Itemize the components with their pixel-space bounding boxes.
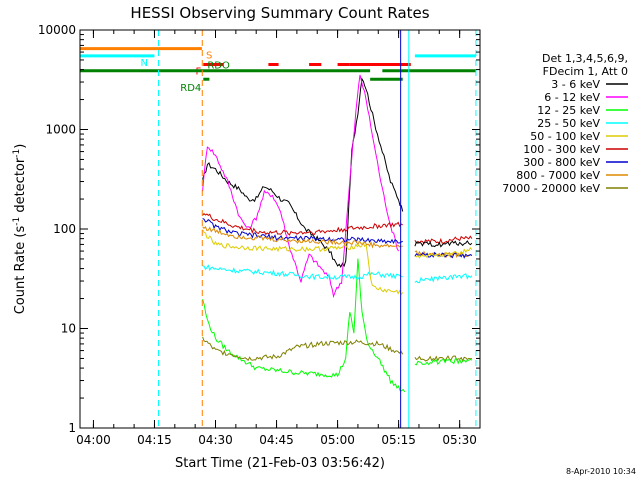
legend-entry-label: 100 - 300 keV — [523, 143, 600, 156]
series-layer — [202, 74, 473, 393]
series-line-post-gap — [414, 357, 473, 366]
x-tick-label: 04:30 — [198, 433, 233, 447]
series-line — [202, 213, 403, 236]
series-line-post-gap — [414, 247, 473, 259]
legend-entry-label: 3 - 6 keV — [551, 78, 600, 91]
footer-date: 8-Apr-2010 10:34 — [566, 467, 636, 476]
x-tick-label: 05:30 — [442, 433, 477, 447]
legend-entry-label: 50 - 100 keV — [530, 130, 600, 143]
y-tick-label: 1000 — [45, 123, 76, 137]
y-axis-label-sup-2: -1 — [12, 149, 22, 158]
x-axis-label: Start Time (21-Feb-03 03:56:42) — [175, 456, 385, 471]
y-tick-label: 100 — [53, 222, 76, 236]
legend-entry-label: 800 - 7000 keV — [516, 169, 600, 182]
x-tick-label: 04:00 — [76, 433, 111, 447]
x-tick-label: 05:15 — [381, 433, 416, 447]
legend-entry-label: 25 - 50 keV — [537, 117, 600, 130]
legend: Det 1,3,4,5,6,9,FDecim 1, Att 03 - 6 keV… — [502, 52, 628, 195]
legend-entry-label: 300 - 800 keV — [523, 156, 600, 169]
flag-bar-label: S — [206, 51, 212, 62]
series-line — [202, 264, 403, 281]
flag-bar-label: RDO — [207, 61, 230, 72]
series-line-post-gap — [414, 251, 473, 259]
legend-entry-label: 7000 - 20000 keV — [502, 182, 600, 195]
series-line — [202, 218, 403, 245]
y-tick-label: 10 — [61, 322, 76, 336]
series-line-post-gap — [414, 273, 473, 284]
y-axis-label-sup: -1 — [12, 217, 22, 226]
legend-entry-label: 12 - 25 keV — [537, 104, 600, 117]
flag-bar-label: N — [140, 58, 147, 69]
legend-header-line: Det 1,3,4,5,6,9, — [542, 52, 628, 65]
chart-title: HESSI Observing Summary Count Rates — [130, 4, 429, 22]
axes-layer: 1 10 100 1000 10000 04:00 04:15 04:30 04:45 05:00… — [38, 23, 480, 447]
series-line — [202, 74, 400, 299]
series-line-post-gap — [414, 240, 473, 248]
y-axis-label-end: ) — [13, 144, 28, 149]
flag-bars-layer: SNFRDORD4 — [80, 47, 476, 94]
series-line — [202, 77, 404, 268]
series-line — [202, 226, 403, 249]
series-line-post-gap — [414, 355, 472, 362]
vertical-markers-layer — [79, 30, 477, 428]
y-tick-label: 10000 — [38, 23, 76, 37]
legend-header-line: FDecim 1, Att 0 — [543, 65, 628, 78]
series-line — [202, 336, 404, 362]
legend-entry-label: 6 - 12 keV — [544, 91, 600, 104]
x-tick-label: 05:00 — [320, 433, 355, 447]
x-tick-label: 04:15 — [137, 433, 172, 447]
series-line — [202, 258, 406, 393]
y-tick-label: 1 — [68, 421, 76, 435]
y-axis-label-mid: detector — [13, 157, 28, 217]
y-axis-label-main: Count Rate (s — [13, 226, 28, 315]
series-line-post-gap — [414, 235, 473, 245]
y-axis-label: Count Rate (s-1 detector-1) — [12, 144, 28, 315]
x-tick-label: 04:45 — [259, 433, 294, 447]
flag-bar-label: RD4 — [180, 83, 201, 94]
series-line — [202, 229, 404, 296]
